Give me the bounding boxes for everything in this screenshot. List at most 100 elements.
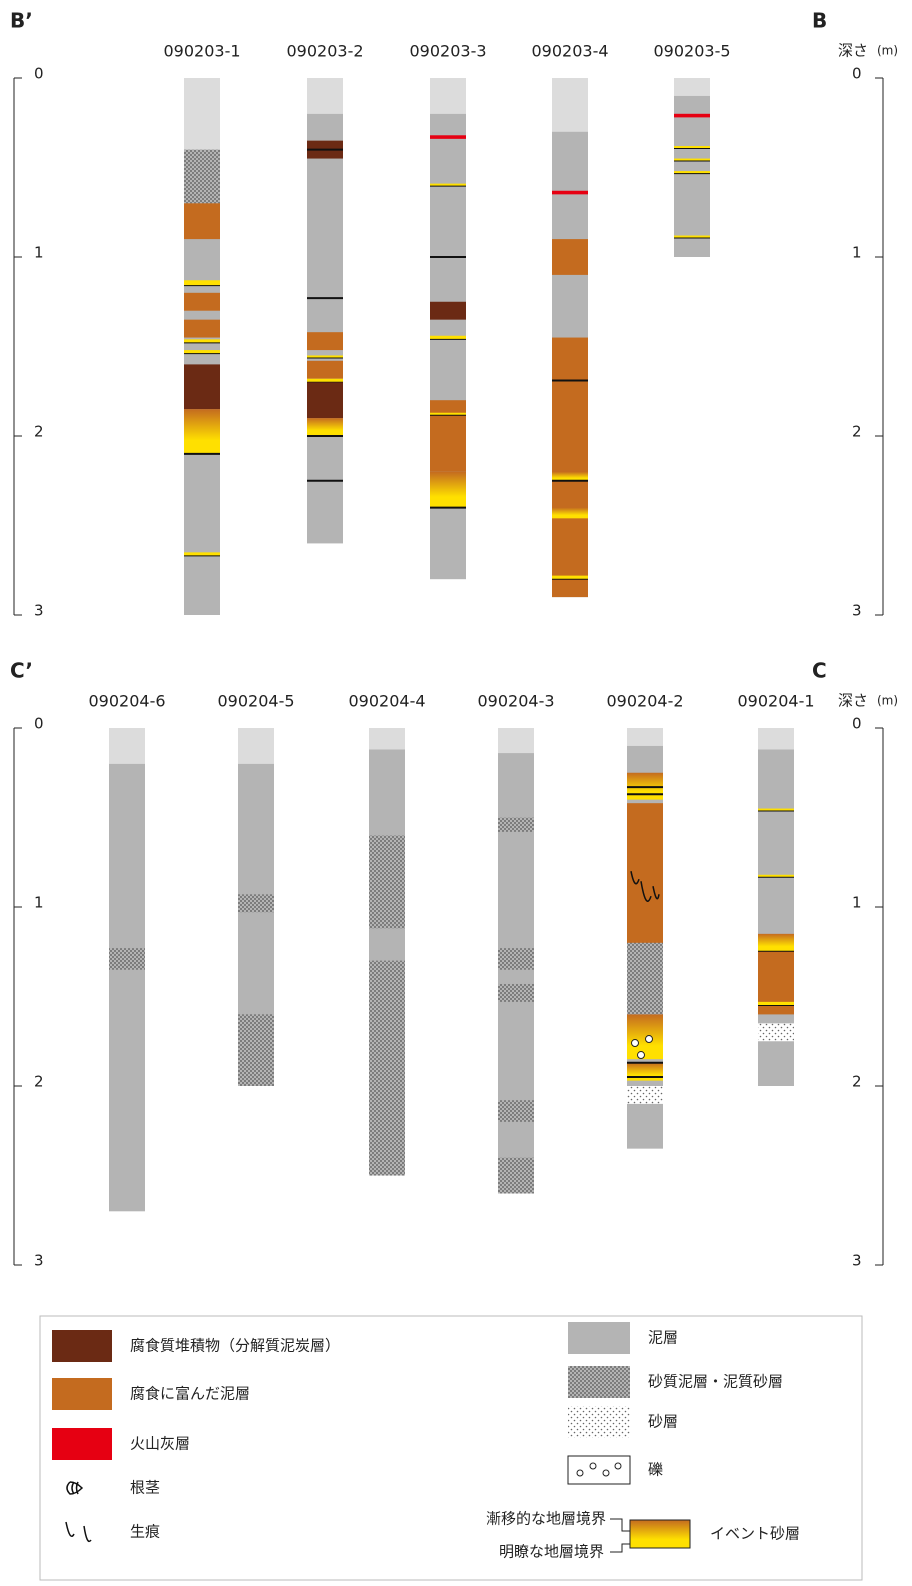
core-name: 090203-4: [531, 42, 608, 61]
tick-label: 2: [34, 1073, 44, 1091]
trace-fossil: [630, 871, 660, 902]
gravel-icon: [614, 1462, 622, 1470]
layer: [552, 239, 588, 275]
tick-label: 0: [34, 65, 44, 83]
tick-label: 2: [34, 423, 44, 441]
layer: [184, 292, 220, 311]
core-top: [369, 728, 405, 750]
layer: [307, 332, 343, 351]
legend-connector: [610, 1518, 630, 1553]
legend-swatch: [568, 1406, 630, 1438]
tick-label: 3: [34, 602, 44, 620]
layer: [758, 874, 794, 878]
legend-label: 生痕: [130, 1523, 160, 1541]
core-name: 090203-2: [286, 42, 363, 61]
tick-label: 1: [852, 894, 862, 912]
legend-swatch: [568, 1322, 630, 1354]
core-name: 090204-3: [477, 692, 554, 711]
core-name: 090204-6: [88, 692, 165, 711]
layer: [758, 1001, 794, 1006]
tick-label: 3: [852, 1252, 862, 1270]
tick-label: 3: [34, 1252, 44, 1270]
layer: [369, 960, 405, 1176]
layer: [184, 280, 220, 286]
layer: [674, 235, 710, 239]
section-label: B: [812, 9, 827, 33]
layer: [109, 948, 145, 970]
gravel-icon: [576, 1469, 584, 1477]
layer: [184, 203, 220, 240]
layer: [307, 378, 343, 383]
depth-label: 深さ: [838, 42, 868, 60]
core-mud: [109, 763, 145, 1212]
layer: [758, 933, 794, 952]
tick-label: 0: [852, 715, 862, 733]
layer: [238, 894, 274, 913]
gravel-icon: [589, 1462, 597, 1470]
layer: [498, 1157, 534, 1194]
legend-label: 礫: [648, 1461, 663, 1479]
gravel: [631, 1039, 639, 1048]
legend-label: 根茎: [130, 1479, 160, 1497]
legend-label: 明瞭な地層境界: [499, 1543, 604, 1561]
rhizome-icon: [66, 1481, 84, 1495]
tick-label: 2: [852, 423, 862, 441]
legend-swatch: [52, 1378, 112, 1410]
gravel-icon: [602, 1469, 610, 1477]
trace-icon: [65, 1521, 92, 1543]
core-name: 090204-4: [348, 692, 425, 711]
layer: [238, 1014, 274, 1086]
gravel: [645, 1035, 653, 1044]
legend-swatch: [568, 1366, 630, 1398]
gravel-icon: [567, 1455, 631, 1485]
layer: [430, 471, 466, 508]
layer: [184, 552, 220, 556]
layer: [430, 412, 466, 416]
tick-label: 1: [852, 244, 862, 262]
layer: [430, 335, 466, 340]
layer: [552, 507, 588, 519]
layer: [552, 575, 588, 580]
tick-label: 2: [852, 1073, 862, 1091]
tick-label: 0: [852, 65, 862, 83]
legend-label: 泥層: [648, 1329, 678, 1347]
layer: [674, 158, 710, 162]
tick-label: 0: [34, 715, 44, 733]
tick-label: 3: [852, 602, 862, 620]
legend-label: 砂質泥層・泥質砂層: [648, 1373, 783, 1391]
layer: [552, 337, 588, 598]
core-top: [498, 728, 534, 754]
legend-box: [39, 1315, 863, 1581]
core-top: [238, 728, 274, 764]
legend-label: 砂層: [648, 1413, 678, 1431]
tick-label: 1: [34, 244, 44, 262]
layer: [552, 190, 588, 195]
section-label: C: [812, 659, 827, 683]
layer: [674, 146, 710, 149]
core-name: 090204-1: [737, 692, 814, 711]
layer: [307, 382, 343, 419]
core-top: [758, 728, 794, 750]
layer: [184, 339, 220, 343]
core-top: [674, 78, 710, 96]
layer: [498, 983, 534, 1002]
core-name: 090203-5: [653, 42, 730, 61]
core-top: [627, 728, 663, 746]
core-top: [307, 78, 343, 114]
section-label: B’: [10, 9, 33, 33]
depth-unit: (m): [877, 694, 898, 708]
tick-label: 1: [34, 894, 44, 912]
core-name: 090203-3: [409, 42, 486, 61]
depth-unit: (m): [877, 44, 898, 58]
layer: [498, 1100, 534, 1122]
core-name: 090203-1: [163, 42, 240, 61]
layer: [307, 418, 343, 436]
layer: [430, 183, 466, 187]
legend-label: イベント砂層: [710, 1525, 800, 1543]
layer: [430, 135, 466, 139]
layer: [430, 400, 466, 472]
layer: [307, 360, 343, 379]
legend-label: 漸移的な地層境界: [486, 1510, 606, 1528]
layer: [184, 319, 220, 338]
core-name: 090204-5: [217, 692, 294, 711]
